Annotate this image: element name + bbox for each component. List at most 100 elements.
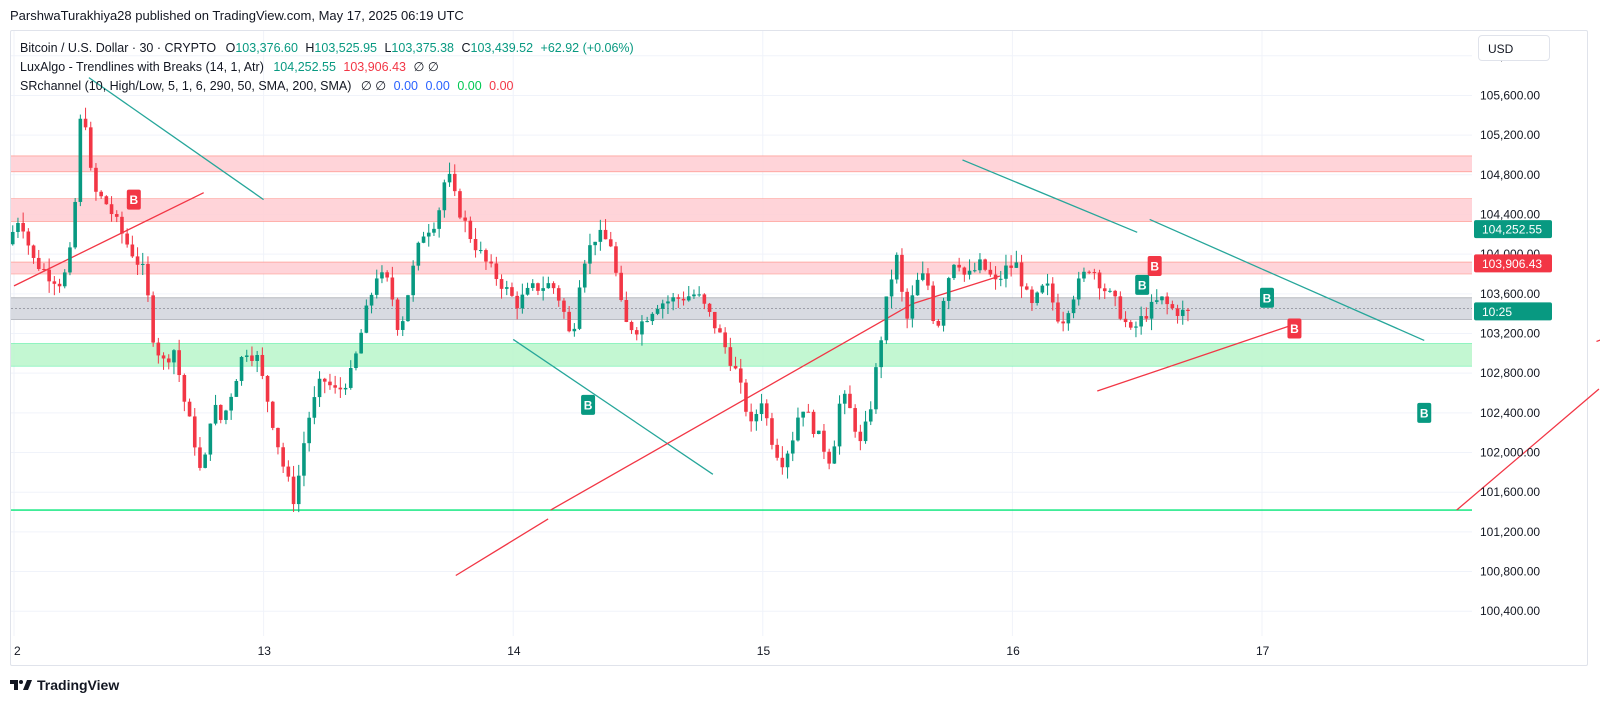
price-label-box [1474,302,1552,321]
candle-body [244,355,249,357]
channel-zone [11,297,1472,320]
trendline-up [455,518,549,577]
candle-body [1102,288,1107,292]
legend-indicator1-row[interactable]: LuxAlgo - Trendlines with Breaks (14, 1,… [20,58,634,77]
candle-body [640,321,644,335]
candle-body [78,118,83,202]
candle-body [874,367,878,410]
candle-body [374,278,379,295]
candle-body [520,294,525,309]
candle-body [905,291,909,319]
candle-body [322,378,327,382]
candle-body [806,411,811,413]
tradingview-logo[interactable]: TradingView [10,677,119,693]
candle-body [499,279,504,289]
candle-body [993,274,998,280]
candle-body [562,300,566,312]
time-axis: 2 13 14 15 16 17 [14,644,1270,658]
price-tick-label: 105,600.00 [1480,88,1540,102]
sell-break-signal [1287,318,1302,339]
sell-signal-label: B [129,193,138,207]
candle-body [645,321,649,323]
candle-body [1144,316,1149,319]
indicator2-value4: 0.00 [489,79,514,93]
candle-body [104,196,109,205]
candle-body [1170,304,1175,309]
candle-body [572,328,577,332]
candle-body [307,417,311,444]
candle-body [832,446,837,464]
legend-indicator2-row[interactable]: SRchannel (10, High/Low, 5, 1, 6, 290, 5… [20,77,634,96]
candle-body [884,296,889,341]
trendline-down [1261,268,1425,342]
candle-body [250,355,254,361]
price-tick-label: 100,400.00 [1480,604,1540,618]
sell-signal-label: B [1290,322,1299,336]
candle-body [437,210,441,229]
candle-body [681,298,686,301]
candle-body [894,254,899,280]
break-signals: BBBBBBBBBB [126,189,1432,423]
candle-body [218,404,223,420]
legend-symbol-row[interactable]: Bitcoin / U.S. Dollar · 30 · CRYPTO O103… [20,39,634,58]
candle-body [83,118,88,128]
price-tick-label: 104,800.00 [1480,168,1540,182]
buy-break-signal [1417,402,1432,423]
candle-body [1108,290,1112,292]
indicator2-name[interactable]: SRchannel (10, High/Low, 5, 1, 6, 290, 5… [20,79,352,93]
candle-body [759,403,764,415]
candle-body [946,278,951,301]
candle-body [130,244,135,257]
candle-body [780,457,785,468]
candle-body [270,401,275,428]
candle-body [411,265,415,296]
price-tick-label: 100,800.00 [1480,565,1540,579]
candle-body [972,270,977,272]
candle-body [712,311,717,329]
candle-body [1087,271,1091,273]
candle-body [208,423,213,455]
candle-body [99,191,103,197]
candle-body [125,233,129,245]
candle-body [68,247,72,273]
candle-body [260,354,265,376]
tradingview-logo-icon [10,680,32,690]
currency-button[interactable]: USD [1478,35,1550,61]
candle-body [62,272,67,287]
candle-body [281,447,285,467]
candle-body [1180,309,1185,316]
candle-body [187,401,192,417]
trendline-down [88,77,264,201]
candle-body [286,466,291,477]
candle-body [582,263,587,288]
candle-body [733,365,738,369]
grid-lines [11,31,1472,636]
candle-body [749,411,753,422]
candle-body [73,201,77,248]
candle-body [343,387,348,390]
candle-body [692,294,696,297]
candle-body [697,294,701,296]
candle-body [1024,286,1029,290]
candle-body [452,173,457,192]
candle-body [494,263,499,280]
change-value: +62.92 (+0.06%) [540,41,634,55]
candle-body [634,330,639,335]
candle-body [629,321,634,331]
close-value: 103,439.52 [470,41,534,55]
candle-body [577,287,582,329]
candle-body [718,328,722,333]
candle-body [52,281,57,284]
indicator2-value1: 0.00 [393,79,419,93]
candle-body [255,354,259,361]
candle-body [36,257,41,269]
candle-body [998,278,1003,280]
indicator1-name[interactable]: LuxAlgo - Trendlines with Breaks (14, 1,… [20,60,264,74]
candle-body [915,279,920,296]
candle-body [94,167,98,192]
candle-body [837,403,842,447]
symbol-name[interactable]: Bitcoin / U.S. Dollar · 30 · CRYPTO [20,41,217,55]
buy-break-signal [581,394,596,415]
low-label: L [384,41,392,55]
